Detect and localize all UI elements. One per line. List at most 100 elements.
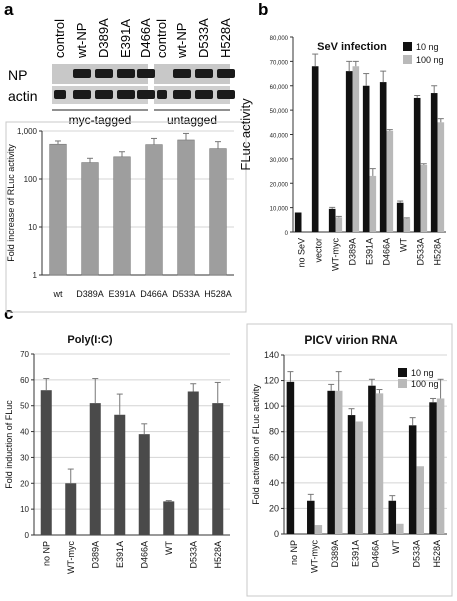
bar bbox=[138, 434, 150, 535]
blot-band-actin bbox=[117, 90, 135, 99]
bar bbox=[345, 71, 353, 232]
blot-band-actin bbox=[195, 90, 213, 99]
x-tick-label: H528A bbox=[204, 289, 232, 299]
x-tick-label: H528A bbox=[433, 238, 443, 266]
bar bbox=[369, 175, 377, 232]
blot-band-np bbox=[95, 69, 113, 78]
blot-band-actin bbox=[54, 90, 66, 99]
bar bbox=[368, 385, 376, 534]
panel-label-c: c bbox=[4, 304, 13, 323]
y-tick-label: 140 bbox=[264, 350, 279, 360]
bar bbox=[362, 85, 370, 232]
bar bbox=[89, 403, 101, 535]
legend-swatch bbox=[403, 42, 412, 51]
blot-band-actin bbox=[157, 90, 167, 99]
blot-row-label-np: NP bbox=[8, 67, 27, 83]
y-tick-label: 50,000 bbox=[270, 109, 289, 115]
x-tick-label: WT bbox=[164, 541, 174, 555]
x-tick-label: no NP bbox=[289, 540, 299, 565]
bar bbox=[209, 148, 227, 276]
bar bbox=[49, 143, 67, 276]
bar bbox=[386, 130, 394, 232]
y-tick-label: 60,000 bbox=[270, 85, 289, 91]
x-tick-label: WT bbox=[391, 540, 401, 554]
bar bbox=[328, 208, 336, 232]
bar bbox=[327, 390, 335, 534]
legend-swatch bbox=[398, 379, 407, 388]
y-axis-label: FLuc activity bbox=[238, 98, 253, 171]
y-tick-label: 1,000 bbox=[17, 127, 38, 136]
y-tick-label: 120 bbox=[264, 376, 279, 386]
y-axis-label: Fold activation of FLuc activity bbox=[251, 384, 261, 505]
y-tick-label: 60 bbox=[20, 376, 29, 385]
chart-c-picv: 0 20 40 60 80 100 120 140 no NP WT-myc D389A E391A D… bbox=[246, 323, 453, 597]
bar bbox=[352, 66, 360, 232]
x-tick-label: D389A bbox=[76, 289, 104, 299]
blot-lane-label: control bbox=[52, 19, 67, 58]
bar bbox=[114, 414, 126, 535]
bar bbox=[403, 218, 411, 232]
blot-group-label-untagged: untagged bbox=[167, 113, 217, 127]
x-tick-label: no SeV bbox=[297, 238, 307, 268]
bar bbox=[416, 466, 424, 534]
blot-lane-label: wt-NP bbox=[174, 23, 189, 59]
bar bbox=[81, 162, 99, 276]
x-tick-label: WT-myc bbox=[310, 540, 320, 573]
y-tick-label: 0 bbox=[285, 231, 289, 237]
chart-title: SeV infection bbox=[317, 41, 387, 53]
blot-lane-label: E391A bbox=[118, 19, 133, 58]
blot-band-actin bbox=[173, 90, 191, 99]
bar bbox=[413, 97, 421, 232]
y-tick-label: 70,000 bbox=[270, 60, 289, 66]
bar bbox=[379, 82, 387, 232]
bar bbox=[436, 398, 445, 534]
bar bbox=[335, 217, 343, 232]
bar bbox=[163, 501, 175, 535]
y-tick-label: 0 bbox=[25, 531, 30, 540]
y-tick-label: 40 bbox=[20, 428, 29, 437]
x-tick-label: WT-myc bbox=[331, 238, 341, 271]
x-tick-label: no NP bbox=[41, 541, 51, 566]
y-tick-label: 0 bbox=[274, 529, 279, 539]
blot-lane-label: control bbox=[154, 19, 169, 58]
bar bbox=[347, 415, 356, 534]
blot-lane-label: H528A bbox=[218, 18, 233, 58]
legend-swatch bbox=[403, 55, 412, 64]
bar bbox=[388, 500, 397, 534]
panel-label-a: a bbox=[4, 0, 14, 19]
y-tick-label: 70 bbox=[20, 350, 29, 359]
bar bbox=[187, 391, 199, 535]
blot-lane-label: D533A bbox=[196, 18, 211, 58]
y-tick-label: 10 bbox=[20, 505, 29, 514]
x-tick-label: D466A bbox=[382, 238, 392, 266]
y-tick-label: 80 bbox=[269, 427, 279, 437]
blot-band-np bbox=[73, 69, 91, 78]
bar bbox=[420, 164, 428, 232]
legend-label: 100 ng bbox=[411, 379, 439, 389]
blot-band-np bbox=[217, 69, 235, 78]
bar bbox=[314, 525, 323, 534]
blot-band-np bbox=[137, 69, 155, 78]
blot-band-actin bbox=[73, 90, 91, 99]
bar bbox=[286, 381, 295, 534]
bar bbox=[65, 483, 77, 535]
x-tick-label: D389A bbox=[330, 540, 340, 568]
y-tick-label: 80,000 bbox=[270, 36, 289, 42]
legend-label: 10 ng bbox=[411, 368, 434, 378]
blot-band-np bbox=[173, 69, 191, 78]
y-tick-label: 60 bbox=[269, 452, 279, 462]
bar bbox=[408, 425, 417, 534]
bar bbox=[294, 212, 302, 232]
blot-row-label-actin: actin bbox=[8, 88, 38, 104]
legend-label: 100 ng bbox=[416, 55, 444, 65]
chart-a-rluc: 1 10 100 1,000 wt D389A E391A D466A D533A H528A Fo… bbox=[5, 121, 247, 313]
bar bbox=[40, 390, 52, 535]
bar bbox=[429, 402, 437, 534]
bar bbox=[437, 122, 445, 232]
bar bbox=[307, 500, 315, 534]
blot-lane-label: wt-NP bbox=[74, 23, 89, 59]
y-tick-label: 1 bbox=[33, 271, 38, 280]
bar bbox=[396, 202, 404, 232]
blot-lane-label: D466A bbox=[138, 18, 153, 58]
x-tick-label: H528A bbox=[213, 541, 223, 569]
